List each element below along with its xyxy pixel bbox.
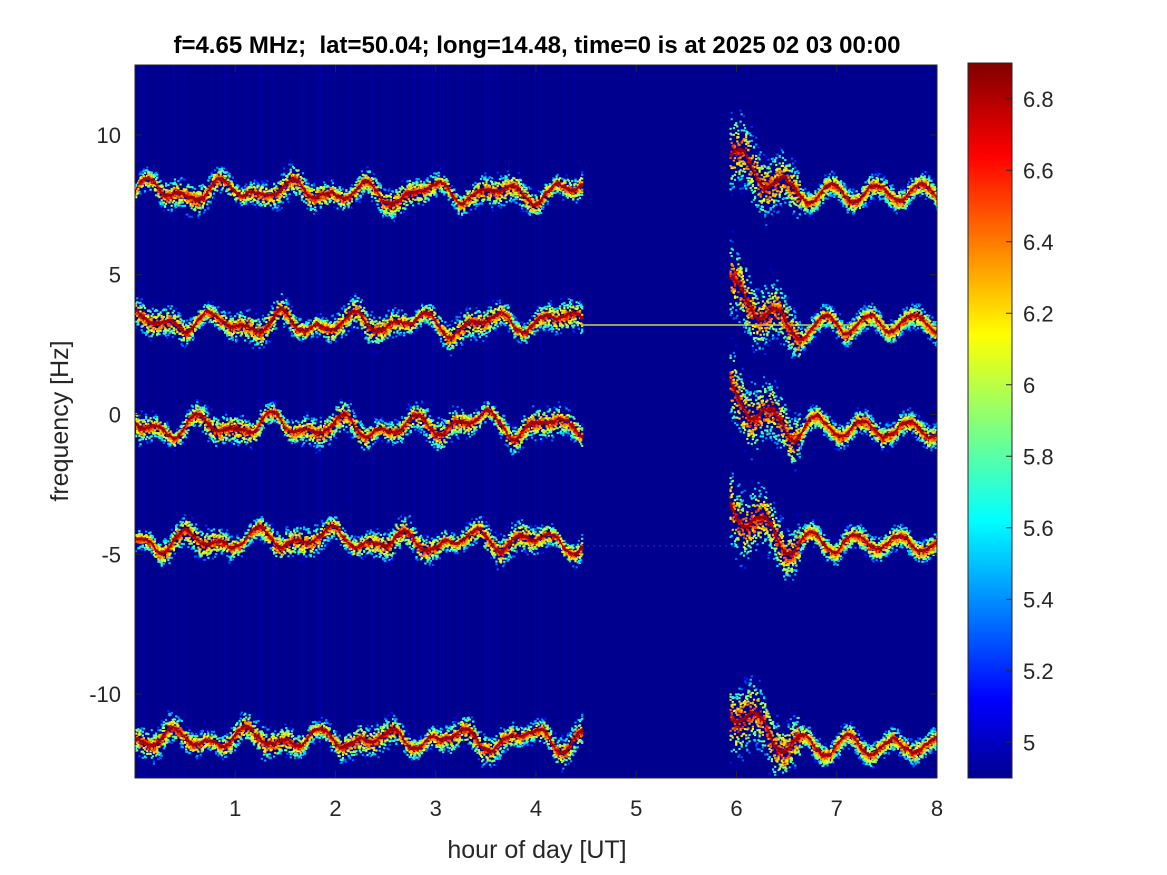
- colorbar-ticks: 5 5.2 5.4 5.6 5.8 6 6.2 6.4 6.6 6.8: [1006, 87, 1054, 756]
- noise-streak: [395, 65, 396, 778]
- y-axis-label: frequency [Hz]: [46, 340, 74, 501]
- colorbar-gradient: [968, 63, 1012, 778]
- colorbar-tick-label: 5.4: [1023, 587, 1054, 612]
- noise-streak: [372, 65, 373, 778]
- x-tick-label: 5: [630, 796, 642, 821]
- colorbar-tick-label: 6.2: [1023, 301, 1054, 326]
- noise-streak: [414, 65, 415, 778]
- y-tick-label: 5: [109, 263, 121, 288]
- y-tick-label: -10: [89, 682, 121, 707]
- noise-streak: [387, 65, 388, 778]
- noise-streak: [435, 65, 436, 778]
- x-tick-label: 6: [730, 796, 742, 821]
- noise-streak: [315, 65, 316, 778]
- noise-streak: [371, 65, 372, 778]
- x-tick-label: 2: [329, 796, 341, 821]
- colorbar-tick-label: 6: [1023, 373, 1035, 398]
- colorbar-tick-label: 5.2: [1023, 659, 1054, 684]
- noise-streak: [574, 65, 575, 778]
- noise-streak: [440, 65, 441, 778]
- y-tick-label: 10: [97, 123, 121, 148]
- x-tick-label: 7: [831, 796, 843, 821]
- x-tick-label: 4: [530, 796, 542, 821]
- y-tick-label: 0: [109, 403, 121, 428]
- x-tick-label: 1: [229, 796, 241, 821]
- colorbar-tick-label: 5.8: [1023, 444, 1054, 469]
- colorbar-tick-label: 6.8: [1023, 87, 1054, 112]
- noise-streak: [174, 65, 175, 778]
- x-tick-label: 8: [931, 796, 943, 821]
- x-axis-label: hour of day [UT]: [447, 836, 626, 864]
- colorbar-tick-label: 5.6: [1023, 516, 1054, 541]
- colorbar-tick-label: 5: [1023, 730, 1035, 755]
- noise-streak: [490, 65, 491, 778]
- noise-streak: [421, 65, 422, 778]
- colorbar-tick-label: 6.6: [1023, 158, 1054, 183]
- noise-streak: [519, 65, 520, 778]
- x-tick-label: 3: [430, 796, 442, 821]
- colorbar-tick-label: 6.4: [1023, 230, 1054, 255]
- y-tick-label: -5: [101, 542, 121, 567]
- colorbar: 5 5.2 5.4 5.6 5.8 6 6.2 6.4 6.6 6.8: [968, 63, 1054, 778]
- plot-area: [135, 65, 939, 785]
- chart-title: f=4.65 MHz; lat=50.04; long=14.48, time=…: [173, 32, 900, 59]
